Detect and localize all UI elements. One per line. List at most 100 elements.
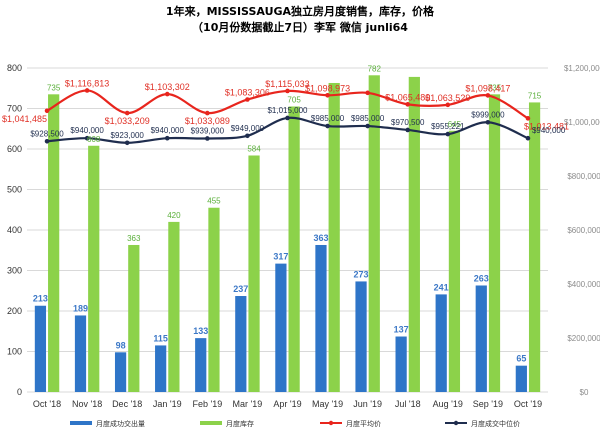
median-price-point	[405, 127, 411, 133]
label-layer: 213 189 98 115 133 237 317 363 273 137 241 263 65 735…	[2, 64, 569, 363]
legend-inventory-swatch	[200, 421, 222, 425]
chart-title-line2: （10月份数据截止7日）李军 微信 junli64	[192, 20, 408, 34]
sales-value-label: 241	[434, 282, 449, 292]
sales-bar	[475, 285, 487, 392]
median-price-label: $940,000	[70, 126, 104, 135]
inventory-bar	[48, 94, 60, 392]
average-price-point	[285, 88, 290, 94]
x-axis-tick: Oct '18	[33, 399, 61, 409]
inventory-bar	[208, 207, 220, 392]
sales-value-label: 263	[474, 273, 489, 283]
median-price-point	[485, 119, 491, 125]
average-price-point	[365, 90, 370, 96]
sales-bar	[114, 352, 127, 392]
inventory-value-label: 584	[247, 144, 261, 153]
x-axis-tick: Apr '19	[273, 399, 301, 409]
right-axis-tick: $200,000	[567, 334, 600, 343]
median-price-label: $940,000	[532, 126, 566, 135]
median-price-point	[525, 135, 531, 141]
left-axis-tick: 700	[7, 104, 22, 114]
inventory-bar	[248, 155, 260, 392]
median-price-point	[325, 123, 330, 129]
average-price-point	[485, 93, 491, 98]
inventory-value-label: 645	[448, 120, 462, 129]
x-axis-tick: Feb '19	[192, 399, 222, 409]
left-axis-tick: 0	[17, 387, 22, 397]
sales-bar	[395, 336, 407, 392]
sales-bar	[355, 281, 367, 392]
average-price-label: $1,063,529	[425, 93, 470, 103]
right-axis-tick: $400,000	[567, 280, 600, 289]
inventory-bar	[328, 82, 340, 393]
x-axis-tick: Sep '19	[473, 399, 503, 409]
sales-bar	[275, 263, 287, 392]
axis-layer: 0 100 200 300 400 500 600 700 800 $0 $200,000 $400,…	[7, 63, 600, 409]
x-axis-tick: Aug '19	[433, 399, 463, 409]
right-axis-tick: $1,200,000	[564, 64, 600, 73]
sales-bar	[315, 244, 327, 392]
sales-bar	[235, 296, 247, 392]
median-price-point	[365, 123, 370, 129]
sales-value-label: 363	[313, 233, 328, 243]
inventory-bar	[168, 221, 180, 392]
sales-value-label: 213	[33, 294, 48, 304]
legend-average-price-text: 月度平均价	[346, 419, 381, 428]
median-price-label: $985,000	[311, 114, 345, 123]
sales-bar	[515, 365, 527, 392]
average-price-label: $1,116,813	[65, 78, 109, 88]
x-axis-tick: Nov '18	[72, 399, 102, 409]
inventory-value-label: 735	[47, 83, 61, 92]
left-axis-tick: 400	[7, 225, 22, 235]
average-price-point	[84, 88, 90, 93]
legend: 月度成功交出量 月度库存 月度平均价 月度成交中位价	[70, 419, 520, 428]
average-price-label: $1,033,209	[105, 116, 150, 126]
left-axis-tick: 800	[7, 63, 22, 73]
average-price-point	[445, 102, 451, 108]
average-price-label: $1,013,481	[524, 121, 569, 131]
inventory-bar	[368, 75, 380, 392]
x-axis-tick: Mar '19	[233, 399, 263, 409]
median-price-point	[205, 136, 210, 141]
left-axis-tick: 500	[7, 185, 22, 195]
legend-average-price-marker	[328, 420, 334, 426]
median-price-label: $939,000	[191, 126, 225, 135]
inventory-value-label: 608	[87, 135, 101, 144]
median-price-point	[285, 115, 290, 121]
median-price-point	[445, 131, 451, 137]
inventory-value-label: 420	[167, 211, 181, 220]
line-layer	[44, 88, 531, 146]
sales-value-label: 317	[273, 252, 288, 262]
right-axis-tick: $0	[580, 388, 589, 397]
median-price-label: $1,015,000	[267, 106, 308, 115]
sales-value-label: 273	[354, 269, 369, 279]
legend-inventory-text: 月度库存	[226, 419, 254, 428]
legend-sales: 月度成功交出量	[70, 419, 145, 428]
legend-inventory: 月度库存	[200, 419, 254, 428]
x-axis-tick: May '19	[312, 399, 343, 409]
sales-value-label: 237	[233, 284, 248, 294]
x-axis-tick: Jun '19	[353, 399, 382, 409]
average-price-label: $1,065,480	[385, 92, 430, 102]
inventory-bar	[288, 106, 300, 392]
sales-value-label: 98	[116, 340, 126, 350]
median-price-label: $923,000	[111, 131, 145, 140]
bar-layer	[34, 75, 541, 393]
x-axis-tick: Jan '19	[153, 399, 182, 409]
x-axis-tick: Dec '18	[112, 399, 142, 409]
median-price-label: $940,000	[151, 126, 185, 135]
legend-median-price-text: 月度成交中位价	[471, 419, 520, 428]
inventory-value-label: 715	[528, 91, 542, 100]
legend-median-price: 月度成交中位价	[445, 419, 520, 428]
average-price-point	[44, 108, 50, 114]
sales-value-label: 137	[394, 325, 409, 335]
inventory-value-label: 735	[488, 83, 502, 92]
average-price-point	[525, 116, 531, 121]
average-price-point	[405, 102, 411, 107]
sales-value-label: 189	[73, 303, 88, 313]
median-price-label: $928,500	[30, 129, 64, 138]
inventory-bar	[408, 76, 420, 392]
sales-bar	[155, 345, 167, 392]
inventory-bar	[488, 94, 501, 392]
